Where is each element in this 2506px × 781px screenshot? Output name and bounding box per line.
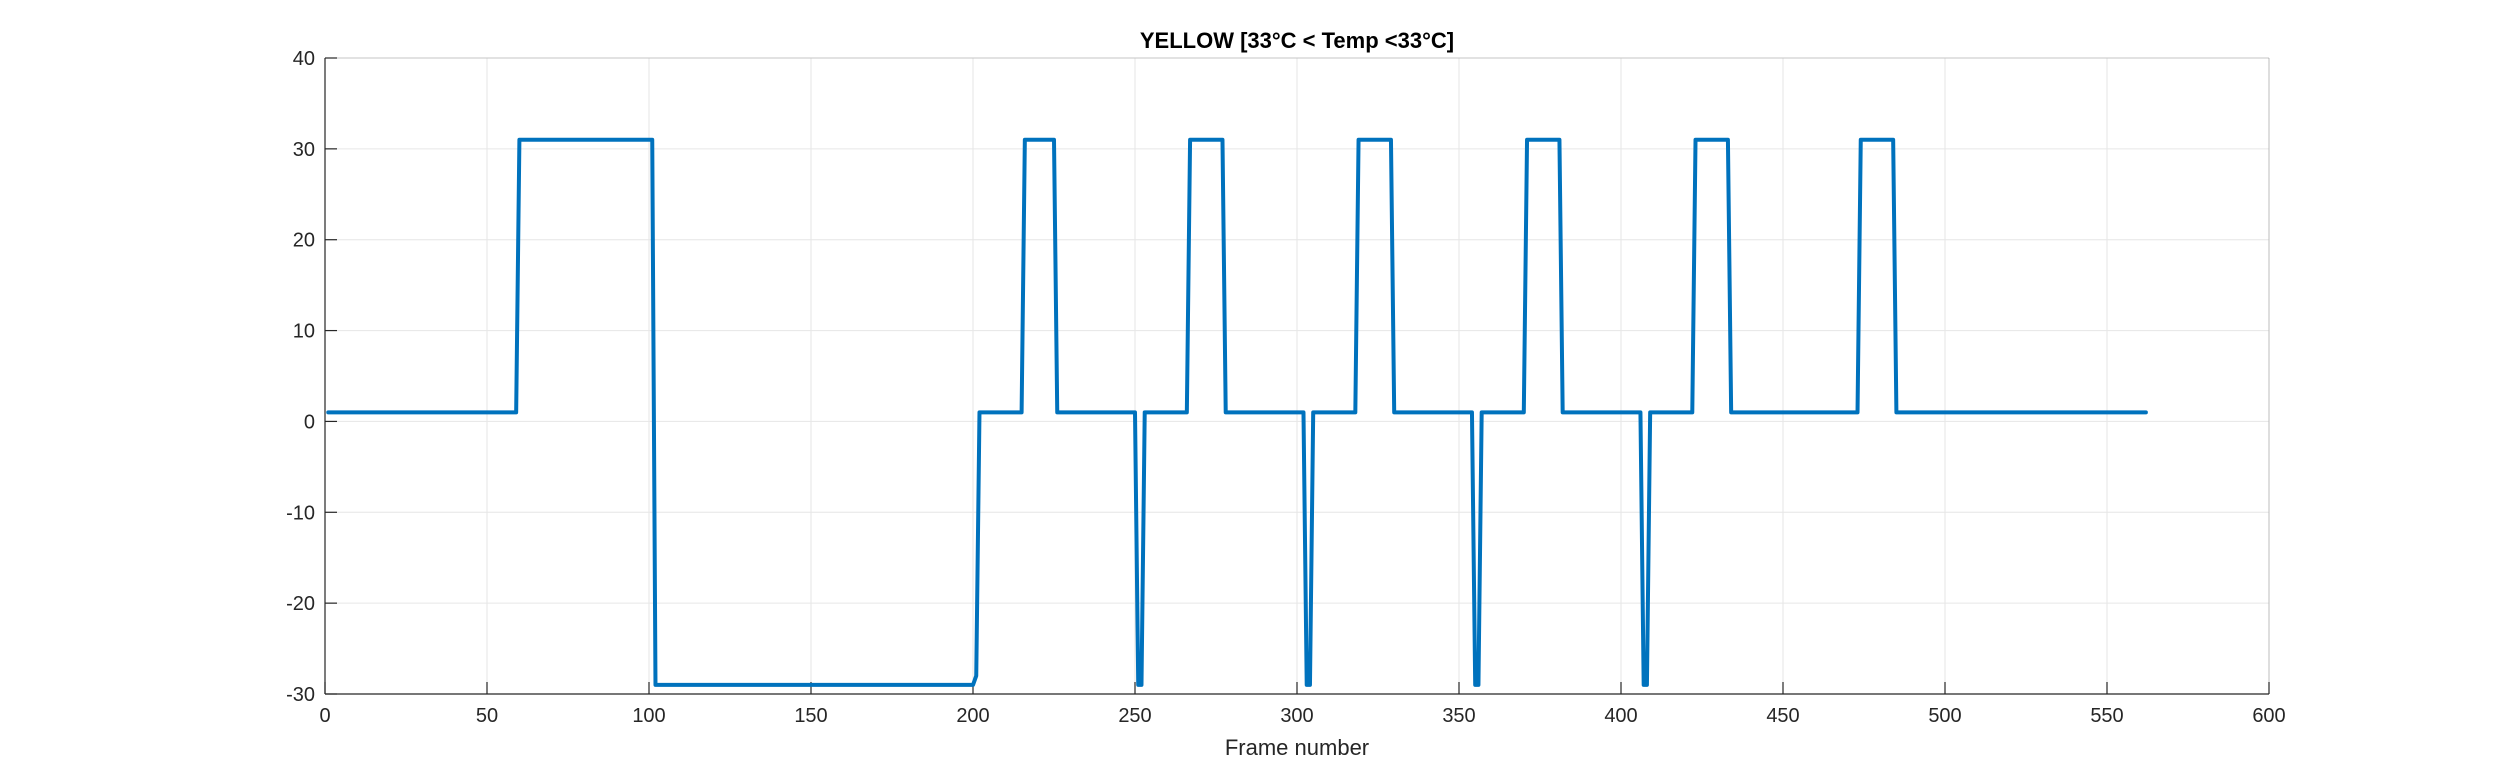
x-tick-label: 500 <box>1928 705 1961 727</box>
x-tick-label: 100 <box>632 705 665 727</box>
series-line <box>326 137 2148 687</box>
tick-labels: 0 50 100 150 200 250 300 350 400 450 500 550 600-30-… <box>286 48 2286 727</box>
x-tick-label: 50 <box>476 705 498 727</box>
x-tick-label: 550 <box>2090 705 2123 727</box>
series-layer <box>326 137 2148 687</box>
y-tick-label: 0 <box>304 411 315 433</box>
x-tick-label: 400 <box>1604 705 1637 727</box>
x-tick-label: 200 <box>956 705 989 727</box>
x-tick-label: 0 <box>319 705 330 727</box>
y-tick-label: -20 <box>286 593 315 615</box>
y-tick-label: -30 <box>286 684 315 706</box>
y-tick-label: 10 <box>293 321 315 343</box>
x-tick-label: 250 <box>1118 705 1151 727</box>
axes <box>324 57 2270 695</box>
x-tick-label: 350 <box>1442 705 1475 727</box>
y-tick-label: -10 <box>286 502 315 524</box>
x-axis-label: Frame number <box>1225 735 1369 760</box>
grid <box>324 57 2270 695</box>
x-tick-label: 150 <box>794 705 827 727</box>
y-tick-label: 30 <box>293 139 315 161</box>
x-tick-label: 450 <box>1766 705 1799 727</box>
x-tick-label: 600 <box>2252 705 2285 727</box>
chart-title: YELLOW [33°C < Temp <33°C] <box>1140 28 1454 53</box>
y-tick-label: 20 <box>293 230 315 252</box>
y-tick-label: 40 <box>293 48 315 70</box>
x-tick-label: 300 <box>1280 705 1313 727</box>
